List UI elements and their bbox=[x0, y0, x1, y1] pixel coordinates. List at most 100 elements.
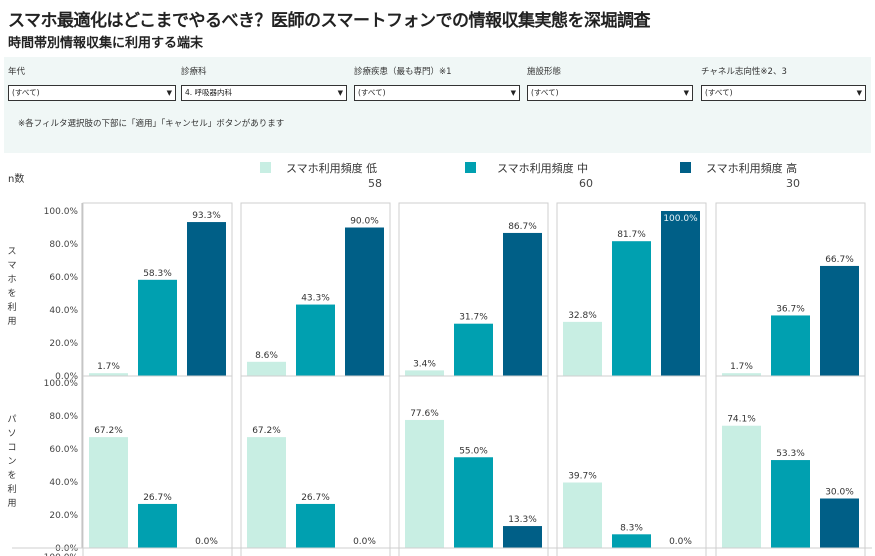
data-label: 53.3% bbox=[776, 449, 805, 459]
row-label-smartphone: スマホを利用 bbox=[7, 247, 17, 327]
data-label: 66.7% bbox=[825, 255, 854, 265]
data-label: 31.7% bbox=[459, 313, 488, 323]
filter-disease-select[interactable]: (すべて) ▼ bbox=[354, 85, 520, 101]
filter-specialty-label: 診療科 bbox=[181, 67, 207, 77]
bar bbox=[247, 361, 286, 376]
bar bbox=[296, 503, 335, 548]
bar bbox=[503, 232, 542, 376]
bar bbox=[454, 323, 493, 376]
data-label: 0.0% bbox=[353, 537, 376, 547]
filter-facility-select[interactable]: (すべて) ▼ bbox=[527, 85, 693, 101]
bar bbox=[563, 482, 602, 548]
data-label: 100.0% bbox=[663, 214, 698, 224]
legend-label-low: スマホ利用頻度 低 bbox=[286, 162, 378, 175]
filter-panel: 年代 (すべて) ▼ 診療科 4. 呼吸器内科 ▼ 診療疾患（最も専門）※1 (… bbox=[4, 57, 871, 153]
filter-channel-select[interactable]: (すべて) ▼ bbox=[701, 85, 866, 101]
filter-channel-label: チャネル志向性※2、3 bbox=[701, 67, 787, 77]
filter-channel: チャネル志向性※2、3 (すべて) ▼ bbox=[701, 65, 866, 101]
filter-channel-value: (すべて) bbox=[705, 88, 733, 97]
bar bbox=[563, 321, 602, 376]
y-tick-label: 20.0% bbox=[49, 511, 78, 521]
bar bbox=[405, 370, 444, 376]
bar bbox=[820, 498, 859, 548]
y-tick-label: 40.0% bbox=[49, 306, 78, 316]
dropdown-arrow-icon: ▼ bbox=[683, 89, 689, 97]
row-label-pc: パソコンを利用 bbox=[7, 415, 17, 509]
filter-facility: 施設形態 (すべて) ▼ bbox=[527, 65, 693, 101]
y-tick-label: 0.0% bbox=[55, 372, 78, 382]
data-label: 0.0% bbox=[195, 537, 218, 547]
legend-label-mid: スマホ利用頻度 中 bbox=[497, 162, 589, 175]
filter-specialty: 診療科 4. 呼吸器内科 ▼ bbox=[181, 65, 347, 101]
bar bbox=[722, 425, 761, 548]
bar bbox=[612, 241, 651, 376]
bar bbox=[722, 373, 761, 376]
legend-swatch-high bbox=[680, 162, 691, 173]
filter-disease: 診療疾患（最も専門）※1 (すべて) ▼ bbox=[354, 65, 520, 101]
filter-specialty-select[interactable]: 4. 呼吸器内科 ▼ bbox=[181, 85, 347, 101]
bar bbox=[771, 315, 810, 376]
data-label: 26.7% bbox=[301, 493, 330, 503]
dropdown-arrow-icon: ▼ bbox=[856, 89, 862, 97]
data-label: 8.6% bbox=[255, 351, 278, 361]
bar bbox=[405, 419, 444, 548]
y-tick-label: 100.0% bbox=[44, 379, 79, 389]
data-label: 55.0% bbox=[459, 446, 488, 456]
filter-age: 年代 (すべて) ▼ bbox=[8, 65, 176, 101]
data-label: 0.0% bbox=[669, 537, 692, 547]
filter-disease-label: 診療疾患（最も専門）※1 bbox=[354, 67, 452, 77]
filter-disease-value: (すべて) bbox=[358, 88, 386, 97]
data-label: 93.3% bbox=[192, 211, 221, 221]
legend-n-high: 30 bbox=[786, 177, 800, 190]
dropdown-arrow-icon: ▼ bbox=[166, 89, 172, 97]
filter-age-value: (すべて) bbox=[12, 88, 40, 97]
dropdown-arrow-icon: ▼ bbox=[510, 89, 516, 97]
y-tick-label: 0.0% bbox=[55, 544, 78, 554]
data-label: 77.6% bbox=[410, 409, 439, 419]
bar bbox=[345, 227, 384, 376]
y-tick-label: 80.0% bbox=[49, 412, 78, 422]
filter-specialty-value: 4. 呼吸器内科 bbox=[185, 88, 233, 97]
filter-facility-value: (すべて) bbox=[531, 88, 559, 97]
data-label: 43.3% bbox=[301, 294, 330, 304]
y-tick-label: 20.0% bbox=[49, 339, 78, 349]
data-label: 67.2% bbox=[252, 426, 281, 436]
data-label: 32.8% bbox=[568, 311, 597, 321]
data-label: 90.0% bbox=[350, 217, 379, 227]
filter-age-select[interactable]: (すべて) ▼ bbox=[8, 85, 176, 101]
y-tick-label: 100.0% bbox=[44, 553, 79, 556]
y-tick-label: 100.0% bbox=[44, 207, 79, 217]
legend-label-high: スマホ利用頻度 高 bbox=[706, 162, 798, 175]
filter-note: ※各フィルタ選択肢の下部に「適用」「キャンセル」ボタンがあります bbox=[18, 119, 285, 129]
y-tick-label: 60.0% bbox=[49, 273, 78, 283]
bar bbox=[187, 222, 226, 376]
data-label: 81.7% bbox=[617, 230, 646, 240]
bar bbox=[247, 437, 286, 548]
y-tick-label: 80.0% bbox=[49, 240, 78, 250]
legend-swatch-mid bbox=[465, 162, 476, 173]
data-label: 74.1% bbox=[727, 415, 756, 425]
bar bbox=[612, 534, 651, 548]
data-label: 13.3% bbox=[508, 515, 537, 525]
data-label: 67.2% bbox=[94, 426, 123, 436]
bar bbox=[138, 503, 177, 548]
legend-n-low: 58 bbox=[368, 177, 382, 190]
filter-age-label: 年代 bbox=[8, 67, 26, 77]
data-label: 1.7% bbox=[730, 362, 753, 372]
ncount-label: n数 bbox=[8, 174, 25, 185]
data-label: 1.7% bbox=[97, 362, 120, 372]
data-label: 39.7% bbox=[568, 471, 597, 481]
legend-n-mid: 60 bbox=[579, 177, 593, 190]
bar bbox=[138, 279, 177, 376]
data-label: 30.0% bbox=[825, 488, 854, 498]
bar bbox=[661, 211, 700, 376]
bar bbox=[296, 304, 335, 376]
data-label: 86.7% bbox=[508, 222, 537, 232]
data-label: 8.3% bbox=[620, 523, 643, 533]
bar bbox=[454, 457, 493, 548]
y-tick-label: 60.0% bbox=[49, 445, 78, 455]
y-tick-label: 40.0% bbox=[49, 478, 78, 488]
data-label: 26.7% bbox=[143, 493, 172, 503]
bar bbox=[771, 460, 810, 548]
